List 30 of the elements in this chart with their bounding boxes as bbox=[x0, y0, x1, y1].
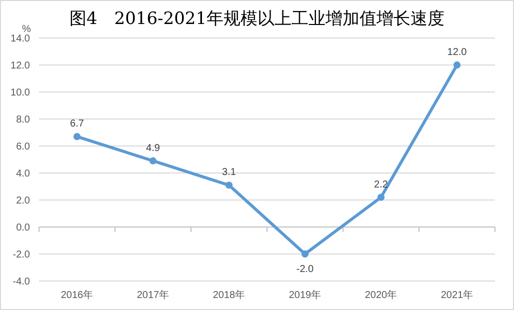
point bbox=[301, 250, 309, 258]
y-tick-label: 8.0 bbox=[16, 114, 30, 126]
y-tick-label: 4.0 bbox=[16, 168, 30, 180]
x-tick-label: 2020年 bbox=[364, 289, 398, 301]
point bbox=[149, 157, 157, 164]
x-tick-label: 2019年 bbox=[288, 289, 322, 301]
point bbox=[453, 61, 461, 69]
text: 2.2 bbox=[374, 179, 388, 190]
x-tick-label: 2017年 bbox=[136, 289, 170, 301]
y-tick-label: 10.0 bbox=[10, 88, 30, 98]
point bbox=[225, 182, 233, 189]
y-tick-label: 12.0 bbox=[10, 60, 30, 72]
y-tick-label: 2.0 bbox=[16, 196, 30, 206]
y-tick-label: 0.0 bbox=[16, 222, 30, 234]
y-tick-label: -4.0 bbox=[12, 276, 30, 288]
point bbox=[377, 194, 385, 201]
point bbox=[73, 132, 81, 140]
text: 12.0 bbox=[447, 47, 467, 58]
y-tick-label: 14.0 bbox=[10, 34, 30, 44]
text: 6.7 bbox=[70, 118, 84, 130]
x-tick-label: 2021年 bbox=[440, 289, 474, 301]
x-tick-label: 2016年 bbox=[60, 289, 94, 301]
text: -2.0 bbox=[296, 264, 314, 275]
text: 3.1 bbox=[222, 167, 236, 178]
y-tick-label: 6.0 bbox=[16, 142, 30, 152]
text: 4.9 bbox=[146, 142, 160, 154]
x-tick-label: 2018年 bbox=[212, 289, 246, 301]
y-tick-label: -2.0 bbox=[12, 250, 30, 260]
y-axis-title: % bbox=[22, 24, 31, 35]
chart-title: 图4 2016-2021年规模以上工业增加值增长速度 bbox=[69, 9, 445, 29]
